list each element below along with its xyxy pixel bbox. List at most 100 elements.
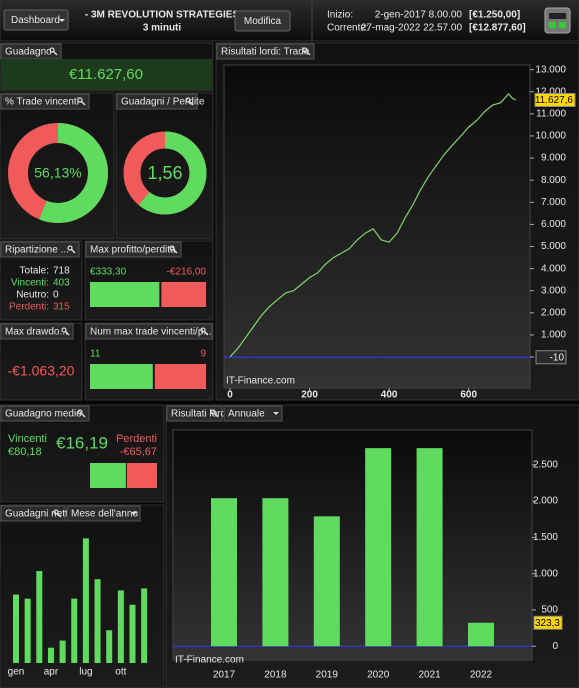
bar <box>13 594 19 663</box>
panel-title: Guadagno medio <box>5 409 82 420</box>
breakdown-label: Perdenti: <box>9 302 49 313</box>
bar <box>129 604 136 663</box>
strategy-name: - 3M REVOLUTION STRATEGIES <box>85 10 240 21</box>
start-date: 2-gen-2017 8.00.00 <box>375 10 463 21</box>
dropdown-label[interactable]: Annuale <box>228 409 265 420</box>
win-label: €80,18 <box>8 446 42 458</box>
y-tick-label: 8.000 <box>541 175 566 186</box>
panel-title: Guadagni netti <box>5 509 70 520</box>
panel-title-tab <box>216 43 315 60</box>
y-tick-label: 12.000 <box>535 86 566 97</box>
y-tick-label: 4.000 <box>541 263 566 274</box>
current-value: [€12.877,60] <box>469 23 526 34</box>
dropdown-arrow <box>273 412 279 415</box>
start-value: [€1.250,00] <box>469 10 520 21</box>
donut-arc <box>39 123 108 223</box>
x-tick-label: 0 <box>227 390 233 401</box>
wrench-icon <box>185 97 191 103</box>
bar <box>211 498 237 647</box>
bar <box>82 538 89 663</box>
value-box-label: 323,3 <box>535 618 560 629</box>
wrench-icon <box>64 330 70 336</box>
dashboard-button-label[interactable]: Dashboard <box>11 15 60 26</box>
y-tick-label: 13.000 <box>535 64 566 75</box>
y-tick-label: 2.000 <box>533 496 558 507</box>
y-tick-label: 5.000 <box>541 241 566 252</box>
y-tick-label: 11.000 <box>536 108 566 119</box>
panel-title: Risultati lordi <box>171 409 228 420</box>
wrench-icon <box>56 512 62 518</box>
watermark: IT-Finance.com <box>175 655 244 666</box>
panel-title-tab <box>166 405 223 422</box>
panel-title: Ripartizione ... <box>5 245 69 256</box>
wrench-icon <box>77 97 83 103</box>
wrench-icon <box>188 100 194 106</box>
wrench-icon <box>169 245 175 251</box>
breakdown-value: 0 <box>53 290 59 301</box>
x-tick-label: 2018 <box>264 670 287 681</box>
edit-button[interactable] <box>234 10 291 32</box>
bar <box>313 516 340 647</box>
breakdown-value: 315 <box>53 302 70 313</box>
y-tick-label: 2.000 <box>541 307 566 318</box>
settings-icon[interactable] <box>544 7 571 34</box>
win-bar <box>90 463 126 488</box>
wrench-icon <box>203 330 209 336</box>
edit-button-label[interactable]: Modifica <box>244 16 282 27</box>
wrench-icon <box>49 47 55 53</box>
y-tick-label: 1.000 <box>541 330 566 341</box>
wrench-icon <box>210 409 216 415</box>
breakdown-label: Neutro: <box>16 290 49 301</box>
x-tick-label: gen <box>8 667 25 678</box>
x-tick-label: apr <box>44 667 59 678</box>
dropdown-label[interactable]: Mese dell'anno <box>71 509 138 520</box>
x-tick-label: lug <box>79 667 92 678</box>
panel-title-tab <box>0 505 66 522</box>
x-tick-label: ott <box>115 667 126 678</box>
panel-title: Max drawdo... <box>5 327 68 338</box>
bar <box>262 498 289 647</box>
current-date: 27-mag-2022 22.57.00 <box>361 23 463 34</box>
win-bar <box>90 364 153 389</box>
dropdown-arrow <box>131 512 137 515</box>
loss-bar <box>154 364 206 389</box>
wrench-icon <box>172 248 178 254</box>
value-box-label: -10 <box>550 352 565 363</box>
dropdown <box>66 505 141 522</box>
wrench-icon <box>200 327 206 333</box>
dashboard-button[interactable] <box>3 9 69 31</box>
x-tick-label: 2020 <box>367 670 390 681</box>
value-box <box>534 92 576 107</box>
wrench-icon <box>77 409 83 415</box>
bar <box>94 579 101 663</box>
breakdown-value: 403 <box>53 278 70 289</box>
wrench-icon <box>305 50 311 56</box>
panel-title: Max profitto/perdita <box>90 245 176 256</box>
x-tick-label: 200 <box>301 390 318 401</box>
y-tick-label: 1.000 <box>533 568 558 579</box>
panel-title-tab <box>85 323 213 340</box>
win-label: 11 <box>90 349 101 360</box>
value-box-label: 11.627,6 <box>535 95 574 106</box>
loss-caption: Perdenti <box>116 433 157 445</box>
y-tick-label: 1.500 <box>533 532 558 543</box>
net-value: €16,19 <box>56 433 108 452</box>
panel-title: Guadagni / Perdite <box>121 97 205 108</box>
wrench-icon <box>213 412 219 418</box>
panel-title-tab <box>0 241 80 258</box>
loss-label: 9 <box>200 349 206 360</box>
gain-highlight <box>1 59 212 90</box>
loss-bar <box>161 282 206 307</box>
timeframe: 3 minuti <box>143 23 182 34</box>
bar <box>117 590 124 663</box>
y-tick-label: 10.000 <box>535 131 566 142</box>
dropdown-arrow <box>59 19 65 22</box>
y-tick-label: 500 <box>541 605 558 616</box>
wrench-icon <box>61 327 67 333</box>
y-tick-label: 0 <box>552 641 558 652</box>
bar <box>24 598 31 663</box>
x-tick-label: 2017 <box>213 670 236 681</box>
value-box <box>535 350 567 365</box>
